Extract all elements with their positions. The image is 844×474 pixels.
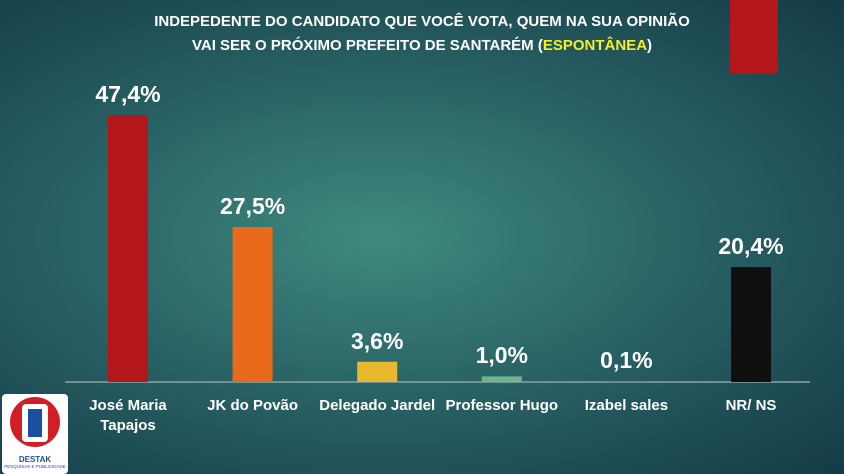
logo-tagline: PESQUISAS E PUBLICIDADE	[4, 464, 66, 469]
value-label: 0,1%	[600, 347, 653, 374]
bar	[357, 361, 398, 382]
x-tick-label: JK do Povão	[207, 397, 299, 414]
logo: DESTAK PESQUISAS E PUBLICIDADE	[2, 394, 68, 474]
value-label: 27,5%	[219, 193, 286, 220]
title-highlight: ESPONTÂNEA	[542, 37, 648, 54]
logo-name: DESTAK	[18, 455, 52, 464]
title: )	[647, 37, 653, 54]
x-tick-label: Izabel sales	[584, 397, 669, 414]
value-label: 20,4%	[718, 233, 784, 260]
x-tick-label: Delegado Jardel	[319, 397, 436, 414]
title: VAI SER O PRÓXIMO PREFEITO DE SANTARÉM (	[191, 37, 543, 54]
title: VAI SER O PRÓXIMO PREFEITO DE SANTARÉM (…	[0, 37, 844, 54]
bar	[606, 381, 647, 382]
value-label: 47,4%	[95, 81, 161, 107]
bar	[232, 227, 273, 382]
logo-icon	[10, 397, 60, 447]
bar	[731, 267, 771, 382]
x-tick-label: José Maria Tapajos	[89, 397, 167, 434]
title: INDEPEDENTE DO CANDIDATO QUE VOCÊ VOTA, …	[154, 13, 690, 30]
x-tick-label: NR/ NS	[725, 397, 777, 414]
bar	[481, 376, 522, 382]
bar	[108, 115, 148, 382]
value-label: 3,6%	[350, 327, 404, 354]
decoration	[730, 0, 778, 74]
value-label: 1,0%	[475, 342, 529, 369]
x-tick-label: Professor Hugo	[445, 397, 559, 414]
